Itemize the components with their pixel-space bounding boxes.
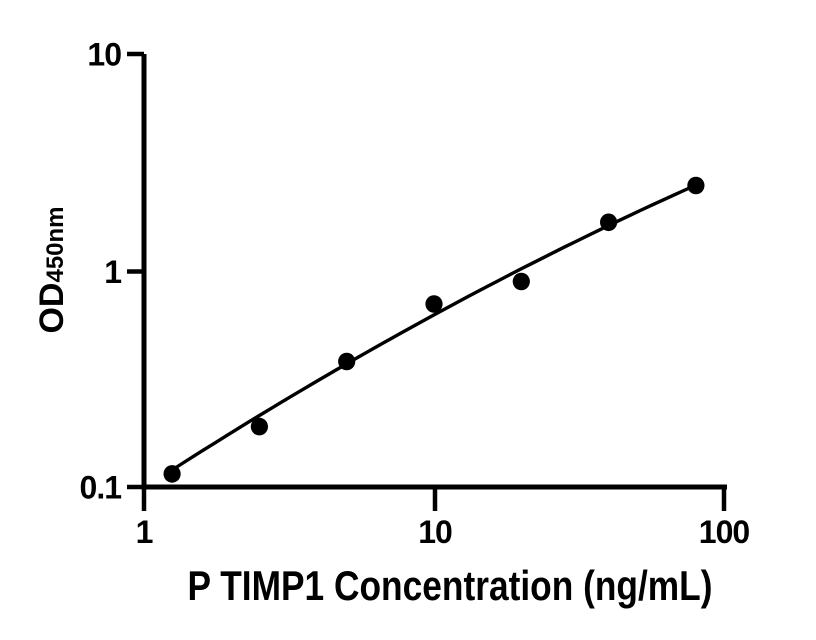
y-tick-label: 0.1 [80,470,122,506]
x-tick-label: 10 [418,514,452,550]
data-point-marker [338,352,356,371]
data-point-marker [425,295,443,313]
y-axis-title-subscript: 450nm [42,206,69,282]
x-tick-label: 100 [699,514,750,550]
y-tick-label: 1 [104,254,121,290]
y-tick-label: 10 [87,37,121,73]
data-point-marker [163,465,181,483]
x-axis-title: P TIMP1 Concentration (ng/mL) [188,562,713,609]
data-point-marker [687,176,705,195]
data-point-marker [250,417,268,436]
data-points [163,176,705,483]
y-axis-title-main: OD [33,283,71,334]
fit-curve-line [170,183,698,472]
data-point-marker [512,272,530,291]
y-axis-title: OD450nm [33,206,71,333]
x-tick-label: 1 [136,514,153,550]
data-point-marker [600,213,618,232]
